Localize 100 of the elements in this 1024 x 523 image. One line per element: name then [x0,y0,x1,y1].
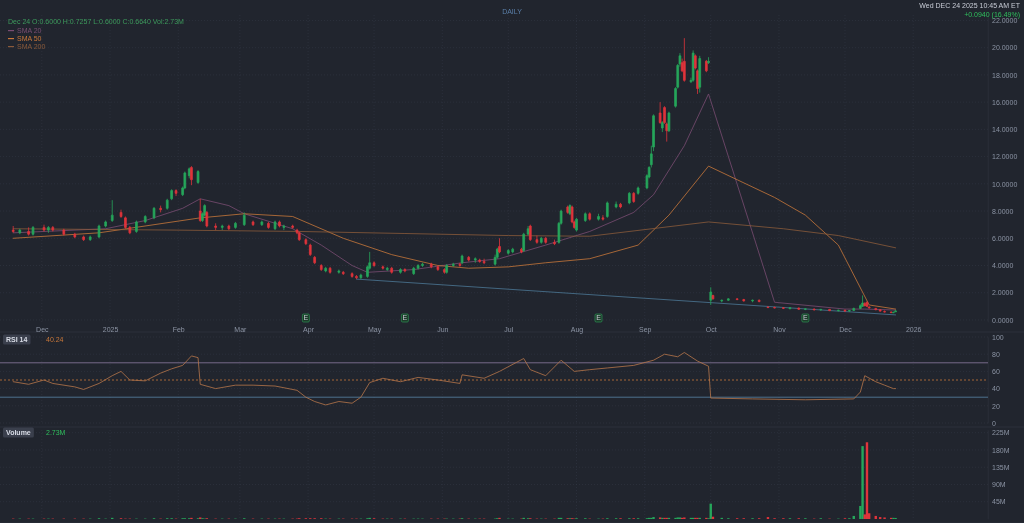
candlestick [135,220,138,234]
candlestick [385,266,389,272]
candlestick [214,222,217,231]
candlestick [709,286,713,306]
candlestick [478,258,481,264]
candlestick [273,220,277,231]
candlestick [828,308,831,312]
candlestick [124,216,127,230]
candlestick [187,167,191,179]
line-series [12,221,896,249]
candlestick [619,202,622,209]
candlestick [297,231,301,242]
candlestick [234,221,237,230]
candlestick [867,305,871,309]
candlestick [399,267,402,275]
candlestick [819,308,823,312]
candlestick [507,248,510,256]
candlestick [390,266,393,275]
candlestick [460,254,464,265]
candlestick [282,224,286,231]
candlestick [553,239,556,246]
candlestick [97,224,101,239]
candlestick [152,206,156,220]
candlestick [337,269,341,275]
candlestick [278,220,281,228]
candlestick [372,261,376,268]
candlestick [267,221,270,230]
candlestick [110,199,114,223]
candlestick [328,266,332,275]
candlestick [804,307,807,311]
candlestick [720,299,724,303]
candlestick [421,262,424,268]
candlestick [198,198,202,223]
candlestick [159,205,162,213]
candlestick [42,224,46,232]
candlestick [467,255,470,262]
candlestick [707,56,710,65]
candlestick [27,226,30,236]
candlestick [174,188,178,197]
candlestick [304,237,308,246]
candlestick [848,309,851,313]
candlestick [852,307,856,312]
candlestick [412,266,415,276]
candlestick [711,294,715,300]
candlestick [584,212,587,223]
candlestick [88,235,92,242]
candlestick [751,299,754,303]
line-series [12,165,896,310]
candlestick [705,59,708,73]
candlestick [482,258,486,265]
candlestick [698,55,702,93]
candlestick [73,232,77,239]
candlestick [597,213,600,221]
candlestick [341,270,345,276]
candlestick [143,214,147,224]
candlestick [416,263,420,270]
candlestick [445,263,448,275]
candlestick [788,307,792,310]
candlestick [190,165,193,186]
candlestick [878,308,882,312]
candlestick [429,262,433,269]
candlestick [451,262,455,268]
candlestick [403,267,407,273]
candlestick [313,255,316,265]
candlestick [291,224,294,230]
candlestick [511,247,514,254]
candlestick [260,220,264,227]
candlestick [540,236,543,245]
line-series [12,352,896,406]
candlestick [520,247,523,254]
candlestick [544,236,548,245]
candlestick [636,186,640,196]
candlestick [18,228,22,235]
candlestick [242,212,246,227]
candlestick [205,210,209,228]
candlestick [658,101,662,125]
bar [861,446,864,519]
candlestick [628,191,631,205]
candlestick [308,243,312,257]
candlestick [889,311,893,314]
candlestick [474,256,477,264]
candlestick [601,214,605,221]
candlestick [51,225,55,232]
candlestick [47,225,50,234]
candlestick [529,224,532,242]
candlestick [319,263,323,272]
candlestick [632,191,636,204]
candlestick [757,299,761,303]
candlestick [498,237,501,254]
candlestick [661,120,664,133]
candlestick [614,201,618,209]
candlestick [766,305,770,309]
candlestick [797,307,801,311]
candlestick [735,297,739,301]
candlestick [355,274,358,280]
candlestick [196,169,200,185]
candlestick [522,232,526,253]
candlestick [227,224,231,231]
candlestick [324,266,327,273]
candlestick [359,273,363,280]
